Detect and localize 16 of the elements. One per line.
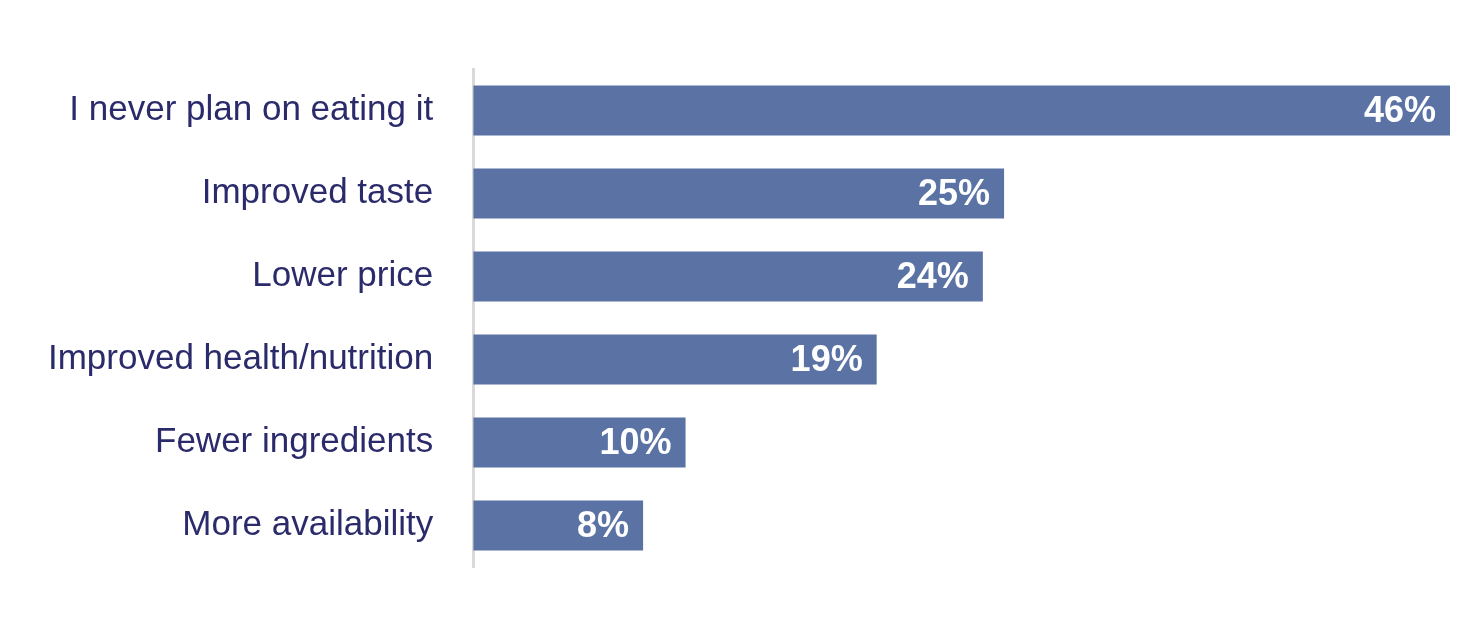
y-tick-label: Lower price xyxy=(252,254,434,294)
data-label: 46% xyxy=(1363,89,1436,131)
bar xyxy=(473,334,877,385)
data-label: 25% xyxy=(918,172,991,214)
bar xyxy=(473,85,1450,136)
bar xyxy=(473,168,1005,219)
y-tick-label: Fewer ingredients xyxy=(155,420,434,460)
data-label: 19% xyxy=(790,338,863,380)
data-label: 10% xyxy=(599,421,672,463)
data-label: 8% xyxy=(577,504,630,546)
y-tick-label: Improved taste xyxy=(201,171,434,211)
y-tick-label: I never plan on eating it xyxy=(69,88,434,128)
data-label: 24% xyxy=(896,255,969,297)
y-tick-label: Improved health/nutrition xyxy=(47,337,434,377)
bar xyxy=(473,251,983,302)
y-tick-label: More availability xyxy=(182,503,434,543)
